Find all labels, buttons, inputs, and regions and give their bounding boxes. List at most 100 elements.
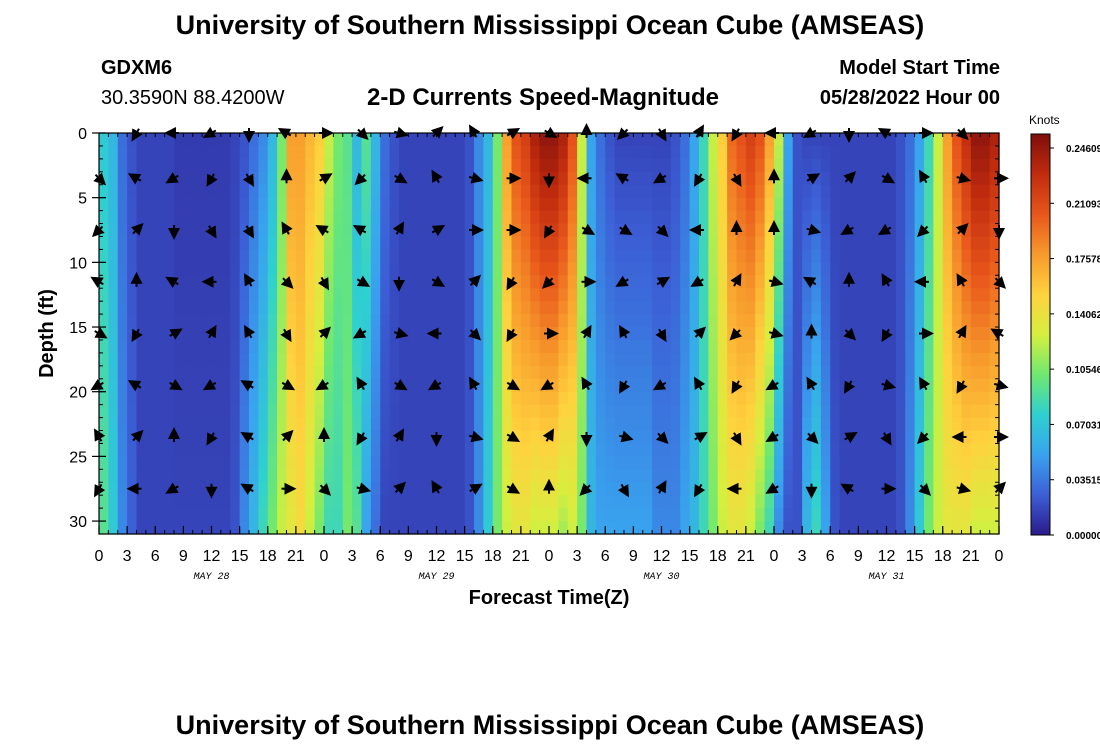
heatmap-cell (727, 249, 738, 263)
current-vectors (90, 123, 1009, 499)
heatmap-cell (417, 197, 428, 212)
heatmap-cell (924, 301, 934, 315)
heatmap-cell (708, 339, 719, 354)
heatmap-cell (249, 133, 259, 147)
heatmap-cell (727, 145, 738, 160)
heatmap-cell (577, 197, 588, 212)
heatmap-cell (727, 314, 738, 328)
heatmap-cell (680, 275, 691, 289)
heatmap-cell (511, 508, 522, 522)
heatmap-cell (239, 184, 250, 199)
heatmap-cell (220, 469, 231, 483)
heatmap-cell (211, 456, 222, 470)
heatmap-cell (305, 430, 316, 445)
current-arrow (469, 483, 483, 495)
heatmap-cell (567, 145, 578, 160)
heatmap-cell (933, 314, 944, 328)
heatmap-cell (755, 443, 766, 457)
heatmap-cell (558, 223, 569, 238)
heatmap-cell (839, 443, 850, 457)
heatmap-cell (755, 482, 766, 496)
heatmap-cell (520, 469, 531, 483)
heatmap-cell (858, 223, 869, 238)
heatmap-cell (539, 133, 550, 147)
heatmap-cell (624, 184, 634, 199)
heatmap-cell (136, 249, 147, 263)
heatmap-cell (267, 223, 278, 238)
heatmap-cell (174, 223, 184, 238)
heatmap-cell (399, 404, 409, 419)
heatmap-cell (961, 184, 972, 199)
current-arrow (955, 222, 969, 236)
heatmap-cell (792, 184, 803, 199)
heatmap-cell (342, 443, 353, 457)
heatmap-cell (136, 469, 147, 483)
heatmap-cell (961, 417, 972, 432)
heatmap-cell (127, 456, 138, 470)
heatmap-cell (727, 469, 738, 483)
heatmap-cell (249, 391, 259, 406)
heatmap-cell (905, 365, 916, 380)
heatmap-cell (305, 391, 316, 406)
heatmap-cell (830, 223, 841, 238)
heatmap-cell (586, 145, 597, 160)
heatmap-cell (445, 404, 456, 419)
heatmap-cell (586, 469, 597, 483)
heatmap-cell (286, 495, 297, 509)
heatmap-cell (858, 171, 869, 186)
heatmap-cell (342, 378, 353, 393)
heatmap-cell (980, 508, 991, 522)
heatmap-cell (567, 301, 578, 315)
heatmap-cell (399, 262, 409, 276)
heatmap-cell (230, 223, 241, 238)
heatmap-cell (924, 145, 934, 160)
heatmap-cell (670, 249, 681, 263)
current-arrow (506, 378, 521, 391)
heatmap-cell (258, 365, 269, 380)
heatmap-cell (230, 275, 241, 289)
heatmap-cell (474, 521, 484, 535)
heatmap-cell (192, 133, 203, 147)
current-arrow (956, 482, 972, 494)
heatmap-cell (145, 262, 156, 276)
heatmap-cell (558, 404, 569, 419)
heatmap-cell (755, 521, 766, 535)
heatmap-cell (577, 339, 588, 354)
heatmap-cell (417, 327, 428, 341)
current-arrow (318, 483, 332, 496)
heatmap-cell (642, 197, 653, 212)
heatmap-cell (445, 417, 456, 432)
heatmap-cell (445, 133, 456, 147)
heatmap-cell (755, 495, 766, 509)
heatmap-cell (736, 365, 747, 380)
heatmap-cell (108, 275, 119, 289)
heatmap-cell (755, 508, 766, 522)
heatmap-cell (652, 365, 663, 380)
heatmap-cell (549, 288, 559, 302)
heatmap-cell (811, 378, 822, 393)
current-arrow (469, 376, 481, 391)
heatmap-cell (820, 184, 831, 199)
heatmap-cell (849, 223, 859, 238)
heatmap-cell (652, 288, 663, 302)
heatmap-cell (464, 339, 475, 354)
heatmap-cell (745, 495, 756, 509)
heatmap-cell (680, 133, 691, 147)
heatmap-cell (239, 469, 250, 483)
heatmap-cell (942, 430, 953, 445)
heatmap-cell (792, 430, 803, 445)
heatmap-cell (886, 352, 897, 367)
heatmap-cell (399, 249, 409, 263)
heatmap-cell (474, 314, 484, 328)
heatmap-cell (867, 158, 878, 173)
heatmap-cell (239, 352, 250, 367)
heatmap-cell (886, 521, 897, 535)
heatmap-cell (567, 469, 578, 483)
heatmap-cell (839, 197, 850, 212)
heatmap-cell (764, 339, 775, 354)
heatmap-cell (642, 495, 653, 509)
heatmap-cell (183, 352, 194, 367)
heatmap-cell (286, 145, 297, 160)
heatmap-cell (774, 145, 784, 160)
heatmap-cell (633, 236, 644, 251)
